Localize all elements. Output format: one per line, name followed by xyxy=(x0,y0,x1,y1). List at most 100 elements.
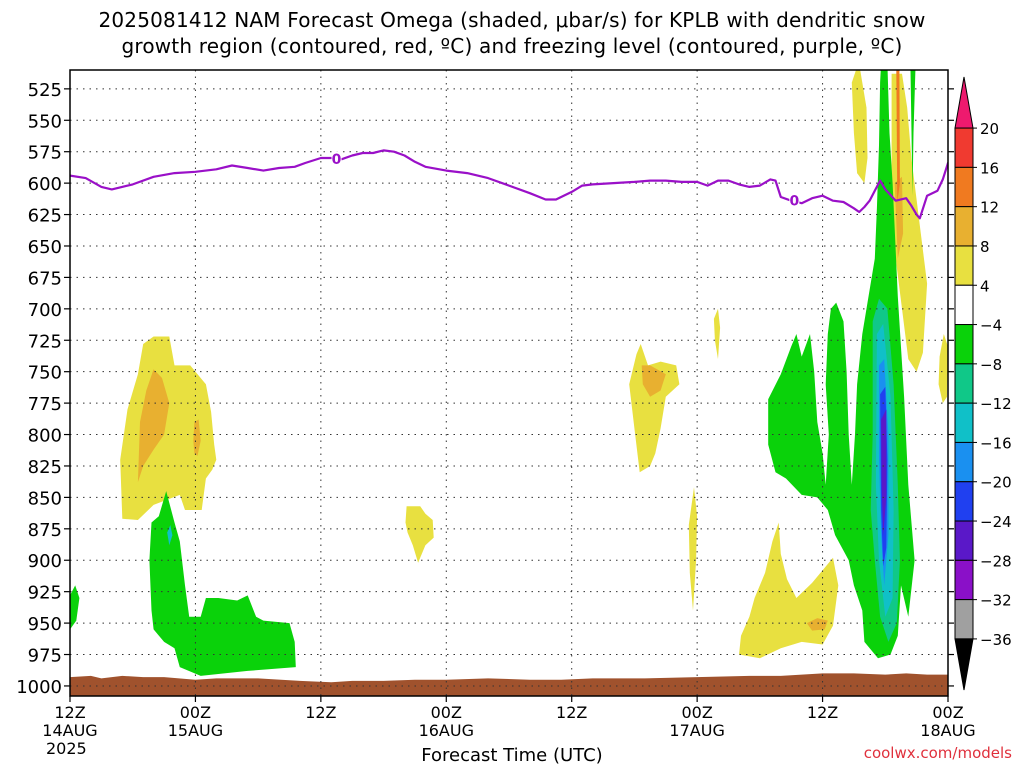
colorbar-label: −12 xyxy=(980,395,1012,413)
colorbar-label: −28 xyxy=(980,552,1012,570)
y-tick-label: 650 xyxy=(28,237,62,258)
colorbar-segment xyxy=(954,441,974,483)
y-tick-label: 825 xyxy=(28,457,62,478)
omega-region-16 xyxy=(70,585,80,630)
colorbar-label: −32 xyxy=(980,592,1012,610)
omega-region-20 xyxy=(910,70,916,196)
freezing-level-contour: 00 xyxy=(70,149,948,220)
freezing-label-bg xyxy=(789,192,800,207)
colorbar-label: −16 xyxy=(980,434,1012,452)
colorbar-segment xyxy=(954,206,974,247)
y-tick-label: 550 xyxy=(28,111,62,132)
omega-region-17 xyxy=(149,491,296,676)
x-tick-label-line1: 12Z xyxy=(556,703,587,722)
y-tick-label: 700 xyxy=(28,300,62,321)
colorbar-label: −20 xyxy=(980,474,1012,492)
omega-region-11 xyxy=(891,73,928,372)
colorbar-label: 8 xyxy=(980,238,990,256)
colorbar-bottom-arrow xyxy=(954,638,974,691)
x-tick-label-line1: 00Z xyxy=(681,703,712,722)
colorbar-label: −36 xyxy=(980,631,1012,649)
x-tick-label-line1: 12Z xyxy=(54,703,85,722)
omega-region-4 xyxy=(629,344,680,473)
colorbar-label: 20 xyxy=(980,120,999,138)
ground-layer xyxy=(70,673,948,696)
colorbar: 20 16 12 8 4 −4 −8 −12 −16 −20 −24 −28 −32 −36 xyxy=(954,76,1012,691)
y-axis-ticks: 525 550 575 600 625 650 675 700 725 750 775 800 825 8… xyxy=(16,80,954,698)
omega-region-1 xyxy=(137,369,170,483)
y-tick-label: 875 xyxy=(28,520,62,541)
colorbar-label: 12 xyxy=(980,199,999,217)
colorbar-label: −24 xyxy=(980,513,1012,531)
colorbar-label: 16 xyxy=(980,159,999,177)
y-tick-label: 600 xyxy=(28,174,62,195)
y-tick-label: 1000 xyxy=(16,677,62,698)
x-tick-label-line2: 16AUG xyxy=(419,721,474,740)
colorbar-label: −4 xyxy=(980,317,1002,335)
y-tick-label: 850 xyxy=(28,488,62,509)
y-tick-label: 950 xyxy=(28,614,62,635)
omega-region-9 xyxy=(806,618,828,631)
chart-title-line-1: 2025081412 NAM Forecast Omega (shaded, μ… xyxy=(98,8,926,32)
y-tick-label: 975 xyxy=(28,646,62,667)
colorbar-top-arrow xyxy=(954,76,974,129)
omega-region-6 xyxy=(688,487,698,611)
omega-region-8 xyxy=(739,522,839,659)
freezing-level-line xyxy=(70,149,948,220)
x-tick-label-line1: 00Z xyxy=(431,703,462,722)
colorbar-segment xyxy=(954,402,974,443)
colorbar-label: −8 xyxy=(980,356,1002,374)
y-tick-label: 750 xyxy=(28,363,62,384)
colorbar-segment xyxy=(954,559,974,601)
x-tick-label-line3: 2025 xyxy=(46,739,87,758)
colorbar-segment xyxy=(954,284,974,326)
omega-region-5 xyxy=(641,365,666,397)
y-tick-label: 775 xyxy=(28,394,62,415)
freezing-label-bg xyxy=(331,151,342,166)
omega-region-25 xyxy=(881,409,887,536)
y-tick-label: 625 xyxy=(28,206,62,227)
y-tick-label: 900 xyxy=(28,551,62,572)
omega-region-3 xyxy=(405,506,434,563)
x-tick-label-line2: 15AUG xyxy=(168,721,223,740)
plot-frame xyxy=(69,69,949,697)
y-tick-label: 925 xyxy=(28,583,62,604)
colorbar-segment xyxy=(954,245,974,286)
omega-region-14 xyxy=(896,70,900,202)
x-tick-label-line1: 00Z xyxy=(932,703,963,722)
omega-region-18 xyxy=(167,525,173,546)
omega-shaded-regions xyxy=(70,70,948,676)
x-tick-label-line1: 12Z xyxy=(807,703,838,722)
y-tick-label: 575 xyxy=(28,143,62,164)
credit-text: coolwx.com/models xyxy=(863,744,1012,762)
omega-region-7 xyxy=(713,308,721,360)
colorbar-segment xyxy=(954,127,974,168)
omega-region-0 xyxy=(120,336,217,520)
freezing-level-label: 0 xyxy=(789,194,799,210)
x-tick-label-line1: 12Z xyxy=(305,703,336,722)
y-tick-label: 525 xyxy=(28,80,62,101)
x-axis-label: Forecast Time (UTC) xyxy=(421,745,603,766)
colorbar-segment xyxy=(954,599,974,640)
freezing-level-label: 0 xyxy=(332,152,342,168)
colorbar-segment xyxy=(954,324,974,365)
omega-region-12 xyxy=(938,334,948,404)
y-tick-label: 725 xyxy=(28,331,62,352)
y-tick-label: 675 xyxy=(28,268,62,289)
chart-title-line-2: growth region (contoured, red, ºC) and f… xyxy=(121,34,903,58)
grid-lines xyxy=(70,70,948,696)
x-tick-label-line2: 18AUG xyxy=(920,721,975,740)
colorbar-segment xyxy=(954,520,974,561)
x-tick-label-line1: 00Z xyxy=(180,703,211,722)
ground-fill xyxy=(70,673,948,696)
colorbar-segment xyxy=(954,166,974,208)
colorbar-segment xyxy=(954,363,974,404)
x-tick-label-line2: 14AUG xyxy=(42,721,97,740)
y-tick-label: 800 xyxy=(28,426,62,447)
colorbar-label: 4 xyxy=(980,277,990,295)
omega-region-13 xyxy=(894,176,904,259)
colorbar-segment xyxy=(954,481,974,522)
x-tick-label-line2: 17AUG xyxy=(669,721,724,740)
